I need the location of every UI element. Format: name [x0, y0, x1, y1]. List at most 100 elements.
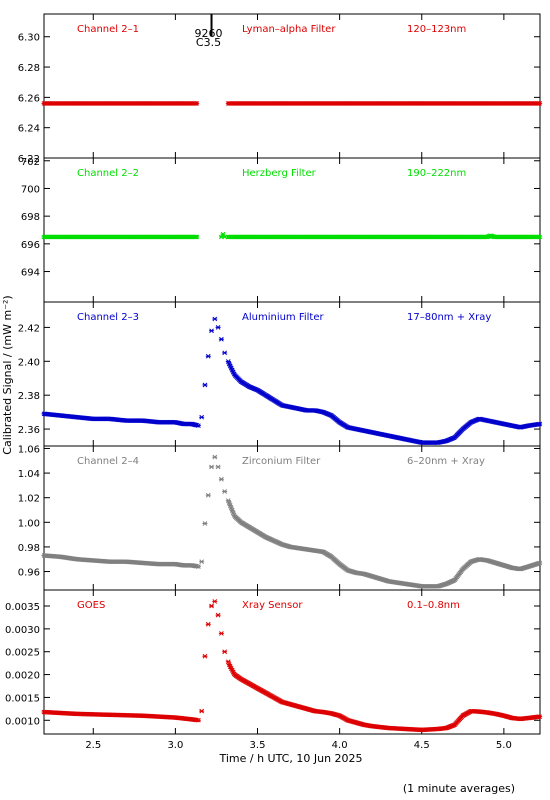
- y-tick-label: 6.24: [18, 124, 40, 135]
- x-tick-label: 2.5: [85, 740, 101, 751]
- data-point: [537, 234, 543, 240]
- y-tick-label: 0.0015: [5, 693, 40, 704]
- footnote-averages: (1 minute averages): [403, 782, 515, 795]
- panel-band-label: 6–20nm + Xray: [407, 456, 485, 467]
- data-point-flare: [222, 489, 228, 494]
- data-point-flare: [215, 464, 221, 470]
- x-tick-label: 5.0: [496, 740, 512, 751]
- data-point-flare: [202, 653, 208, 659]
- data-point-flare: [202, 521, 208, 526]
- panel-4: 0.96 0.98 1.00 1.02 1.04 1.06 Channel 2–4 Zirco…: [18, 444, 543, 591]
- panel-5: 0.0010 0.0015 0.0020 0.0025 0.0030 0.0035 GOES…: [5, 589, 543, 735]
- y-tick-label: 696: [21, 240, 40, 251]
- panel-channel-label: Channel 2–2: [77, 168, 139, 179]
- y-tick-label: 698: [21, 212, 40, 223]
- data-point-flare: [212, 599, 218, 604]
- x-tick-label: 3.0: [167, 740, 183, 751]
- panel-channel-label: Channel 2–3: [77, 312, 139, 323]
- y-tick-label: 2.42: [18, 323, 40, 334]
- y-tick-label: 1.06: [18, 444, 40, 455]
- y-tick-label: 702: [21, 157, 40, 168]
- panel-frame: [43, 589, 541, 735]
- data-point-flare: [205, 492, 211, 498]
- panel-band-label: 190–222nm: [407, 168, 466, 179]
- panel-filter-label: Zirconium Filter: [242, 456, 321, 467]
- data-point: [537, 714, 543, 720]
- y-tick-label: 0.96: [18, 568, 40, 579]
- x-tick-label: 3.5: [250, 740, 266, 751]
- panel-band-label: 0.1–0.8nm: [407, 600, 460, 611]
- x-tick-label: 4.0: [332, 740, 348, 751]
- data-point: [226, 500, 232, 506]
- data-point-flare: [199, 559, 205, 565]
- data-point-flare: [215, 612, 221, 618]
- data-point: [537, 421, 543, 427]
- data-point-flare: [209, 464, 215, 470]
- data-point: [194, 234, 200, 240]
- data-point-flare: [195, 717, 201, 723]
- series-markers: [41, 316, 543, 445]
- flare-marker-id: 9260: [195, 27, 223, 40]
- data-point: [225, 659, 231, 665]
- x-axis-label: Time / h UTC, 10 Jun 2025: [218, 752, 362, 765]
- panel-3: 2.36 2.38 2.40 2.42 Channel 2–3 Aluminium Fil…: [18, 301, 543, 447]
- panel-1: 6.22 6.24 6.26 6.28 6.30 Channel 2–1 Lyman–alp…: [18, 13, 543, 165]
- x-tick-label: 4.5: [414, 740, 430, 751]
- data-point-flare: [209, 328, 215, 334]
- data-point: [225, 498, 231, 503]
- panel-frame: [43, 13, 541, 159]
- y-tick-label: 1.04: [18, 469, 40, 480]
- panel-channel-label: GOES: [77, 600, 105, 611]
- data-point: [537, 101, 543, 106]
- data-point-flare: [218, 476, 224, 482]
- data-point-flare: [212, 454, 218, 460]
- series-markers: [41, 231, 543, 240]
- panel-band-label: 120–123nm: [407, 24, 466, 35]
- y-tick-label: 2.40: [18, 357, 40, 368]
- y-tick-label: 0.0030: [5, 625, 40, 636]
- y-axis-label: Calibrated Signal / (mW m⁻²): [1, 295, 14, 454]
- series-markers: [41, 454, 543, 589]
- y-tick-label: 6.26: [18, 93, 40, 104]
- data-point: [537, 560, 543, 566]
- data-point: [229, 508, 235, 513]
- data-point-flare: [209, 603, 215, 609]
- y-tick-label: 1.02: [18, 494, 40, 505]
- flare-marker-class: C3.5: [196, 36, 221, 49]
- data-point-flare: [222, 234, 228, 240]
- series-markers: [41, 101, 543, 106]
- y-tick-label: 0.0025: [5, 648, 40, 659]
- panel-filter-label: Xray Sensor: [242, 600, 303, 611]
- y-tick-label: 0.0020: [5, 671, 40, 682]
- y-tick-label: 0.98: [18, 543, 40, 554]
- panel-channel-label: Channel 2–4: [77, 456, 139, 467]
- y-tick-label: 1.00: [18, 518, 40, 529]
- panel-filter-label: Herzberg Filter: [242, 168, 317, 179]
- panel-band-label: 17–80nm + Xray: [407, 312, 491, 323]
- y-tick-label: 694: [21, 268, 40, 279]
- panel-filter-label: Lyman–alpha Filter: [242, 24, 336, 35]
- y-tick-label: 2.36: [18, 425, 40, 436]
- data-point-flare: [195, 564, 201, 569]
- data-point-flare: [205, 353, 211, 359]
- data-point-flare: [202, 382, 208, 388]
- data-point-flare: [215, 325, 221, 330]
- data-point-flare: [199, 708, 205, 714]
- data-point-flare: [220, 231, 226, 237]
- y-tick-label: 700: [21, 184, 40, 195]
- flare-marker: 9260 C3.5: [195, 14, 223, 49]
- series-markers: [41, 599, 543, 733]
- data-point-flare: [222, 350, 228, 356]
- data-point-flare: [205, 621, 211, 627]
- y-tick-label: 0.0035: [5, 602, 40, 613]
- panels-group: 6.22 6.24 6.26 6.28 6.30 Channel 2–1 Lyman–alp…: [5, 13, 543, 735]
- data-point: [230, 510, 236, 516]
- panel-frame: [43, 157, 541, 303]
- panel-2: 694 696 698 700 702 Channel 2–2 Herzberg Filte…: [21, 157, 543, 303]
- y-tick-label: 2.38: [18, 391, 40, 402]
- y-tick-label: 6.30: [18, 33, 40, 44]
- data-point-flare: [199, 414, 205, 420]
- panel-channel-label: Channel 2–1: [77, 24, 139, 35]
- data-point: [227, 503, 233, 508]
